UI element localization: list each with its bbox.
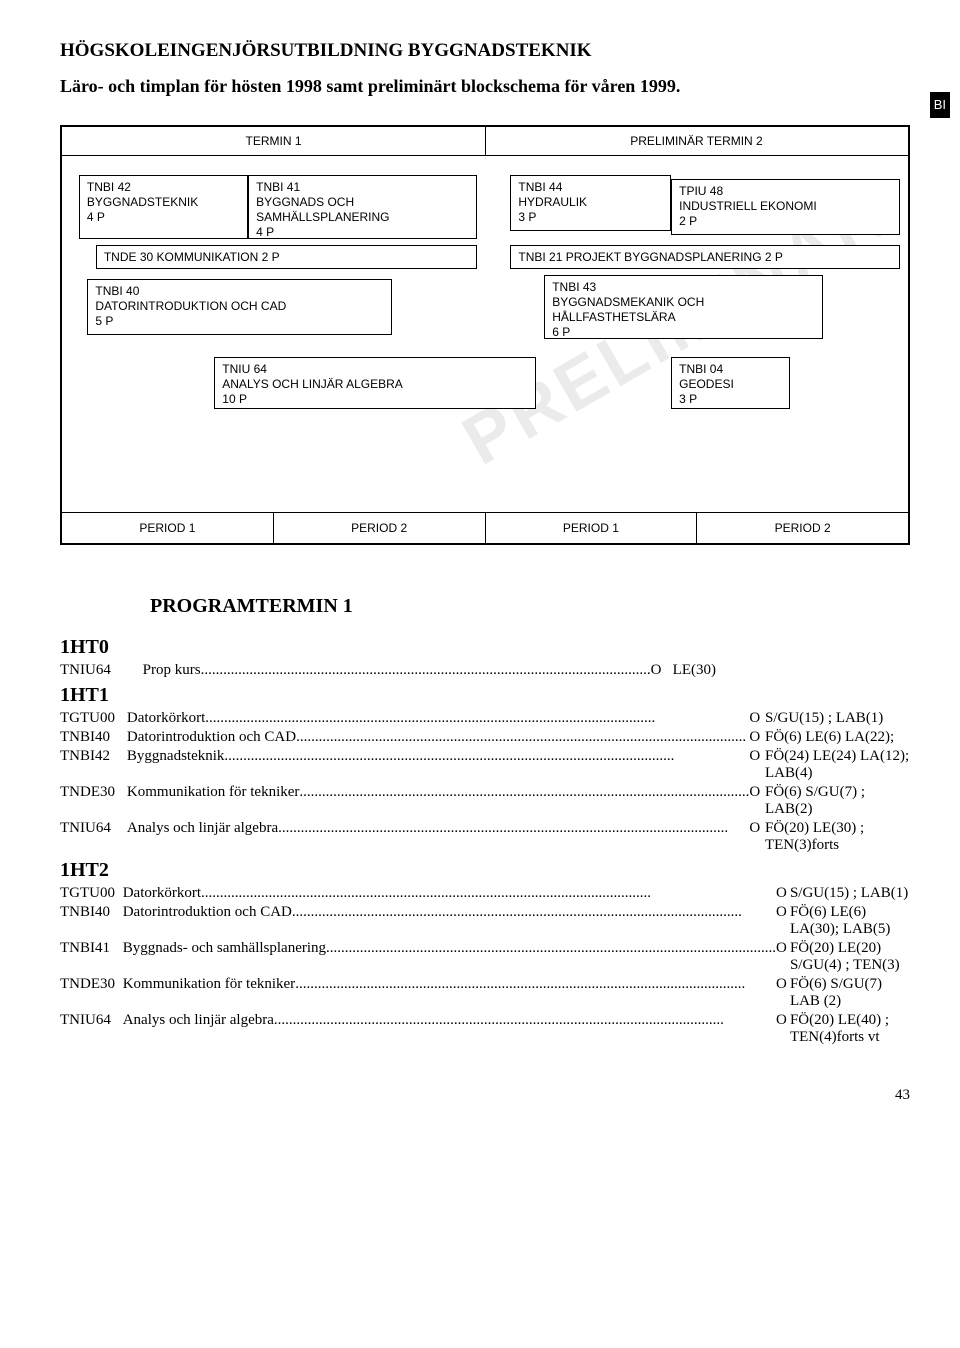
program-title: PROGRAMTERMIN 1 (150, 595, 910, 618)
course-row: TNBI41Byggnads- och samhällsplanering ..… (60, 939, 910, 975)
course-name: Datorintroduktion och CAD ..............… (127, 728, 749, 747)
course-code: TNBI42 (60, 747, 127, 783)
course-mark: O (776, 975, 790, 1011)
course-code: TGTU00 (60, 884, 123, 903)
course-row: TGTU00Datorkörkort .....................… (60, 709, 910, 728)
course-mark: O (776, 903, 790, 939)
box-tniu64: TNIU 64ANALYS OCH LINJÄR ALGEBRA10 P (214, 357, 535, 409)
course-detail: S/GU(15) ; LAB(1) (765, 709, 910, 728)
course-mark: O (749, 747, 765, 783)
course-code: TNBI40 (60, 728, 127, 747)
course-code: TNDE30 (60, 975, 123, 1011)
course-detail: S/GU(15) ; LAB(1) (790, 884, 910, 903)
course-mark: O (749, 728, 765, 747)
term-header-2: PRELIMINÄR TERMIN 2 (485, 127, 908, 156)
course-code: TNBI40 (60, 903, 123, 939)
page-title: HÖGSKOLEINGENJÖRSUTBILDNING BYGGNADSTEKN… (60, 40, 910, 62)
course-table: TNIU64Prop kurs ........................… (60, 661, 910, 680)
course-code: TNIU64 (60, 819, 127, 855)
term-code: 1HT1 (60, 684, 910, 707)
period-cell: PERIOD 2 (697, 513, 908, 543)
course-mark: O (749, 709, 765, 728)
terms-container: 1HT0TNIU64Prop kurs ....................… (60, 636, 910, 1047)
course-mark: O (776, 1011, 790, 1047)
box-tnbi43: TNBI 43BYGGNADSMEKANIK OCHHÅLLFASTHETSLÄ… (544, 275, 823, 339)
course-detail: FÖ(20) LE(30) ; TEN(3)forts (765, 819, 910, 855)
box-tnbi42: TNBI 42BYGGNADSTEKNIK4 P (79, 175, 248, 239)
course-detail: FÖ(6) LE(6) LA(30); LAB(5) (790, 903, 910, 939)
box-tnbi41: TNBI 41BYGGNADS OCHSAMHÄLLSPLANERING4 P (248, 175, 476, 239)
course-name: Byggnadsteknik .........................… (127, 747, 749, 783)
course-row: TNBI40Datorintroduktion och CAD ........… (60, 728, 910, 747)
course-detail: LE(30) (673, 661, 910, 680)
course-name: Prop kurs ..............................… (143, 661, 651, 680)
chart-frame: TERMIN 1 PRELIMINÄR TERMIN 2 TNBI 42BYGG… (60, 125, 910, 545)
course-name: Datorkörkort ...........................… (123, 884, 776, 903)
course-name: Kommunikation för tekniker .............… (123, 975, 776, 1011)
course-detail: FÖ(6) S/GU(7) ; LAB(2) (765, 783, 910, 819)
course-row: TNIU64Analys och linjär algebra ........… (60, 1011, 910, 1047)
side-tag: BI (930, 92, 950, 118)
term-code: 1HT0 (60, 636, 910, 659)
course-name: Datorkörkort ...........................… (127, 709, 749, 728)
page-number: 43 (60, 1087, 910, 1104)
box-tnde30: TNDE 30 KOMMUNIKATION 2 P (96, 245, 477, 269)
course-row: TNIU64Prop kurs ........................… (60, 661, 910, 680)
course-row: TNIU64Analys och linjär algebra ........… (60, 819, 910, 855)
course-table: TGTU00Datorkörkort .....................… (60, 709, 910, 855)
course-name: Datorintroduktion och CAD ..............… (123, 903, 776, 939)
course-row: TNDE30Kommunikation för tekniker .......… (60, 783, 910, 819)
period-cell: PERIOD 2 (274, 513, 486, 543)
course-detail: FÖ(20) LE(20) S/GU(4) ; TEN(3) (790, 939, 910, 975)
course-detail: FÖ(20) LE(40) ; TEN(4)forts vt (790, 1011, 910, 1047)
course-mark: O (749, 819, 765, 855)
box-tnbi04: TNBI 04GEODESI3 P (671, 357, 789, 409)
course-code: TNDE30 (60, 783, 127, 819)
course-code: TNIU64 (60, 661, 143, 680)
page-subtitle: Läro- och timplan för hösten 1998 samt p… (60, 76, 760, 97)
box-tpiu48: TPIU 48INDUSTRIELL EKONOMI2 P (671, 179, 899, 235)
course-table: TGTU00Datorkörkort .....................… (60, 884, 910, 1047)
course-mark: O (651, 661, 673, 680)
course-name: Analys och linjär algebra ..............… (127, 819, 749, 855)
course-row: TNBI42Byggnadsteknik ...................… (60, 747, 910, 783)
period-cell: PERIOD 1 (486, 513, 698, 543)
course-code: TNBI41 (60, 939, 123, 975)
period-cell: PERIOD 1 (62, 513, 274, 543)
course-code: TGTU00 (60, 709, 127, 728)
course-mark: O (776, 939, 790, 975)
course-detail: FÖ(6) S/GU(7) LAB (2) (790, 975, 910, 1011)
course-mark: O (749, 783, 765, 819)
course-row: TNDE30Kommunikation för tekniker .......… (60, 975, 910, 1011)
course-mark: O (776, 884, 790, 903)
term-code: 1HT2 (60, 859, 910, 882)
course-name: Byggnads- och samhällsplanering ........… (123, 939, 776, 975)
term-header-1: TERMIN 1 (62, 127, 485, 156)
course-detail: FÖ(24) LE(24) LA(12); LAB(4) (765, 747, 910, 783)
course-name: Kommunikation för tekniker .............… (127, 783, 749, 819)
box-tnbi21: TNBI 21 PROJEKT BYGGNADSPLANERING 2 P (510, 245, 899, 269)
term-divider (485, 127, 486, 155)
course-name: Analys och linjär algebra ..............… (123, 1011, 776, 1047)
course-row: TGTU00Datorkörkort .....................… (60, 884, 910, 903)
course-code: TNIU64 (60, 1011, 123, 1047)
box-tnbi44: TNBI 44HYDRAULIK3 P (510, 175, 671, 231)
course-row: TNBI40Datorintroduktion och CAD ........… (60, 903, 910, 939)
box-tnbi40: TNBI 40DATORINTRODUKTION OCH CAD5 P (87, 279, 392, 335)
block-schedule: PRELIMINÄR TERMIN 1 PRELIMINÄR TERMIN 2 … (60, 125, 910, 545)
period-row: PERIOD 1 PERIOD 2 PERIOD 1 PERIOD 2 (62, 512, 908, 543)
course-detail: FÖ(6) LE(6) LA(22); (765, 728, 910, 747)
